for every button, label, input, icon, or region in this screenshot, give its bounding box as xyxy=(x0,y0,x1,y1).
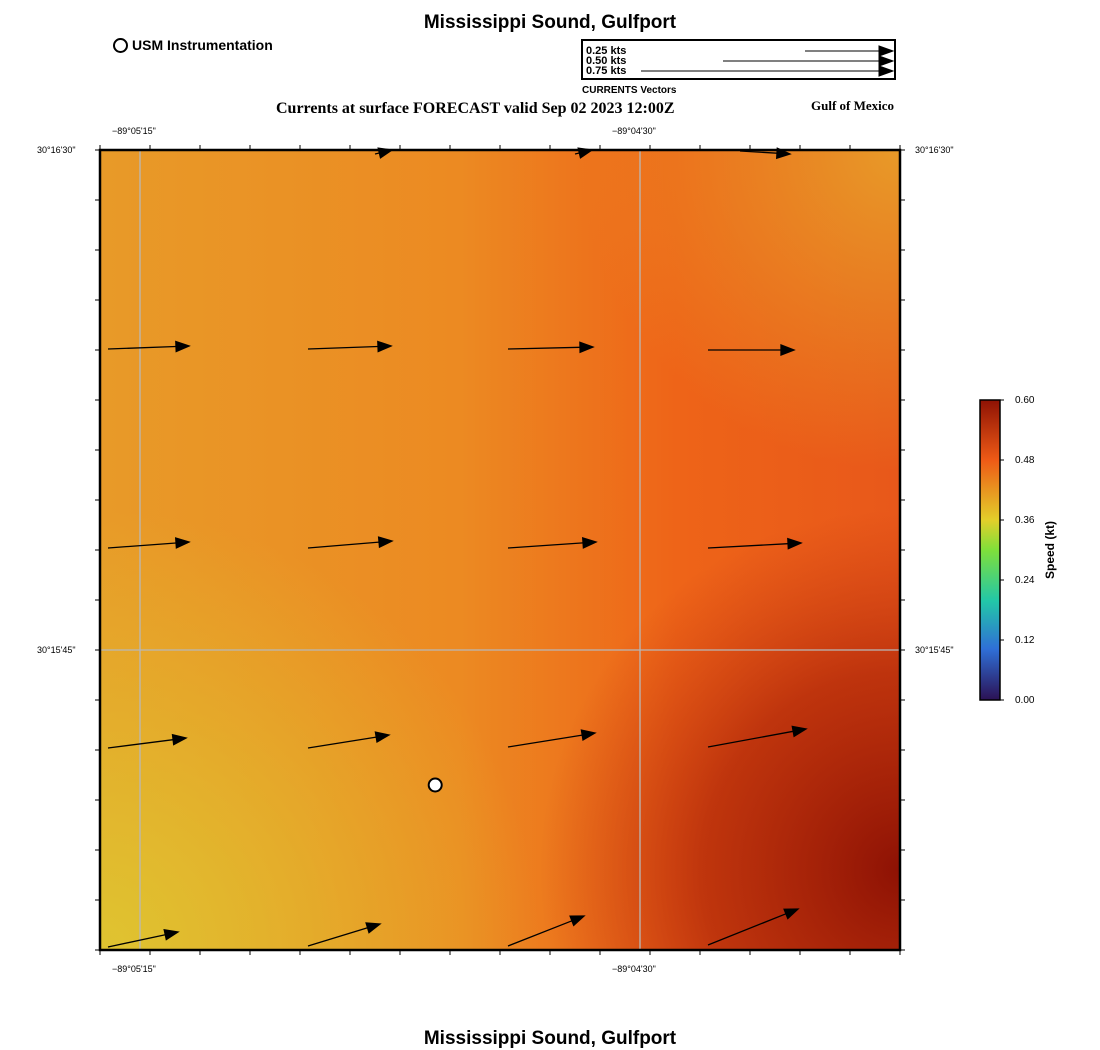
region-label: Gulf of Mexico xyxy=(811,98,895,113)
current-vector-arrow xyxy=(707,725,808,748)
current-vector-arrow xyxy=(307,340,393,353)
marker-legend: USM Instrumentation xyxy=(113,37,273,53)
current-vector-arrow xyxy=(307,731,391,749)
speed-colorbar xyxy=(979,399,1004,701)
current-vector-arrow xyxy=(707,908,800,946)
vector-scale-arrows xyxy=(641,45,894,77)
lat-tick-label-right: 30°15'45" xyxy=(915,645,954,655)
colorbar-tick-label: 0.60 xyxy=(1015,395,1035,406)
current-vector-arrow xyxy=(307,922,382,947)
lon-tick-label-top: −89°04'30" xyxy=(612,126,656,136)
colorbar-title: Speed (kt) xyxy=(1043,521,1057,580)
current-vector-arrow xyxy=(107,537,191,549)
graticule xyxy=(100,150,900,950)
lat-tick-label-left: 30°16'30" xyxy=(37,145,76,155)
current-vector-arrow xyxy=(107,340,191,353)
current-vector-arrow xyxy=(507,536,598,549)
lat-tick-label-left: 30°15'45" xyxy=(37,645,76,655)
current-vector-arrow xyxy=(507,729,597,748)
speed-field xyxy=(100,150,900,950)
current-vector-arrow xyxy=(307,536,394,549)
colorbar-tick-label: 0.24 xyxy=(1015,575,1035,586)
vector-scale-label: 0.25 kts xyxy=(586,45,627,57)
current-vector-arrow xyxy=(707,537,803,550)
circle-marker-icon xyxy=(113,37,128,53)
vector-caption: CURRENTS Vectors xyxy=(582,85,677,96)
lon-tick-label-bottom: −89°04'30" xyxy=(612,964,656,974)
current-vector-arrow xyxy=(107,929,180,948)
current-vector-arrow xyxy=(507,915,586,947)
current-vector-arrow xyxy=(708,344,796,356)
vector-scale-label: 0.75 kts xyxy=(586,65,627,77)
colorbar-tick-label: 0.48 xyxy=(1015,455,1035,466)
current-vectors xyxy=(107,147,808,948)
map-subtitle: Currents at surface FORECAST valid Sep 0… xyxy=(276,100,675,117)
lat-tick-label-right: 30°16'30" xyxy=(915,145,954,155)
lon-tick-label-top: −89°05'15" xyxy=(112,126,156,136)
colorbar-tick-label: 0.12 xyxy=(1015,635,1035,646)
current-vector-arrow xyxy=(107,733,188,749)
usm-instrumentation-marker[interactable] xyxy=(427,777,443,793)
colorbar-tick-label: 0.00 xyxy=(1015,695,1035,706)
vector-scale-label: 0.50 kts xyxy=(586,55,627,67)
current-vector-arrow xyxy=(507,341,595,354)
vector-scale-legend: 0.25 kts 0.50 kts 0.75 kts xyxy=(581,39,896,80)
footer-title: Mississippi Sound, Gulfport xyxy=(423,1028,677,1049)
map-title: Mississippi Sound, Gulfport xyxy=(423,12,677,33)
marker-legend-label: USM Instrumentation xyxy=(132,37,273,53)
lon-tick-label-bottom: −89°05'15" xyxy=(112,964,156,974)
map-frame xyxy=(98,148,902,952)
colorbar-tick-label: 0.36 xyxy=(1015,515,1035,526)
